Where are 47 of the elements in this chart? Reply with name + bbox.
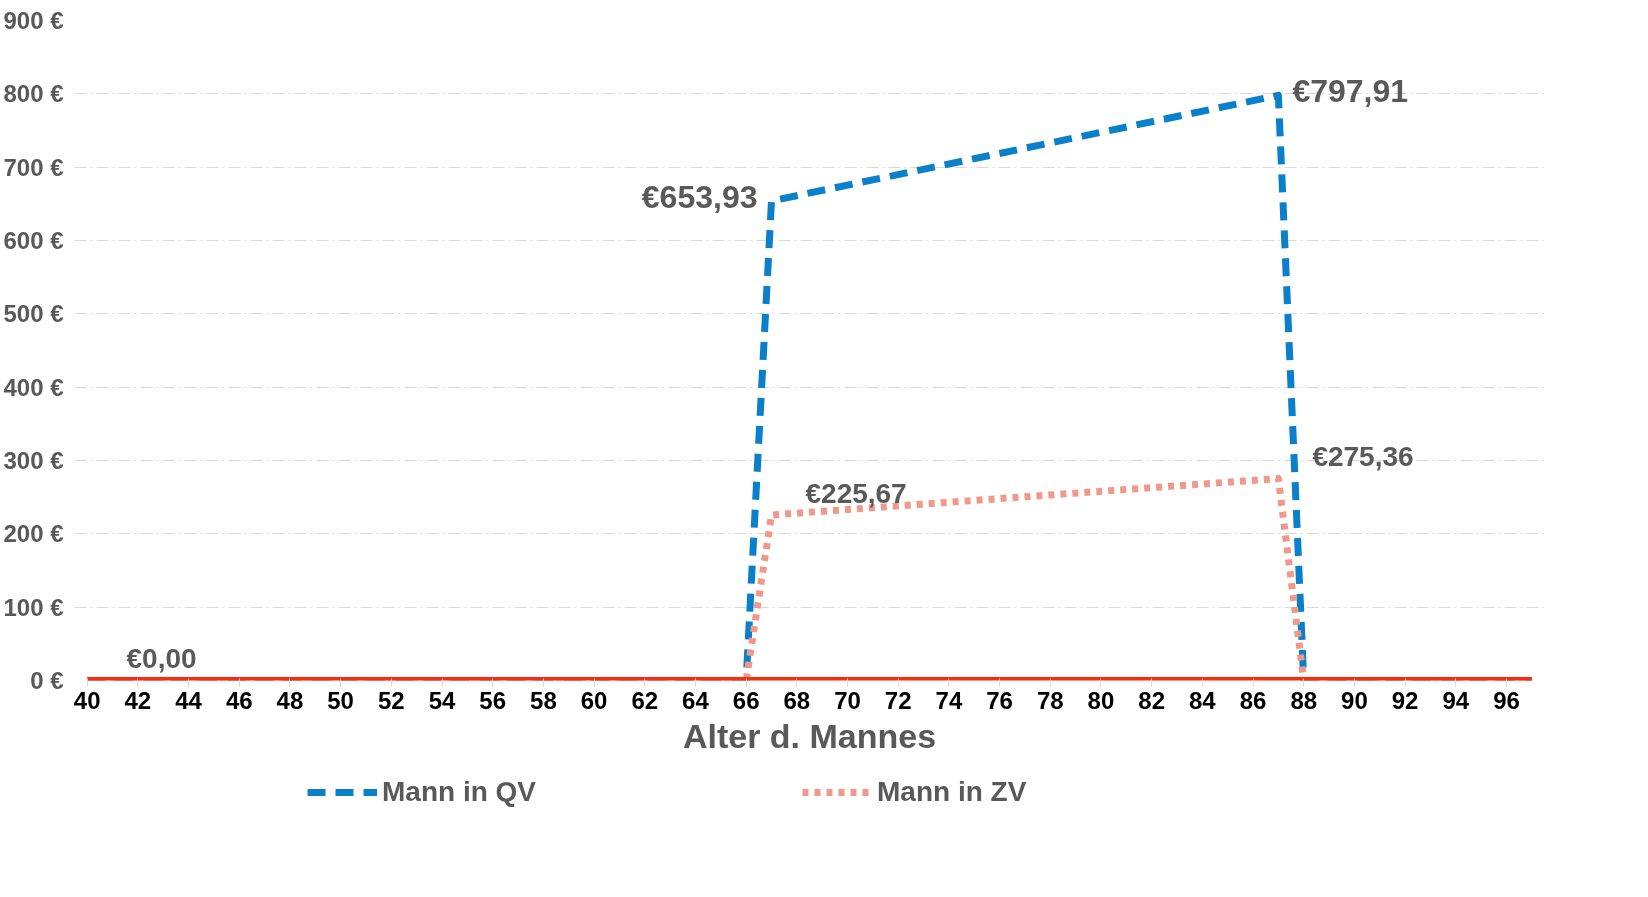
x-tick-label: 60 bbox=[580, 686, 608, 714]
x-tick-label: 46 bbox=[225, 686, 253, 714]
data-label: €225,67 bbox=[805, 477, 907, 509]
y-tick-label: 700 € bbox=[3, 153, 64, 181]
data-label: €653,93 bbox=[641, 178, 758, 215]
x-tick-label: 62 bbox=[631, 686, 659, 714]
y-tick-label: 100 € bbox=[3, 593, 64, 621]
x-tick-label: 68 bbox=[783, 686, 811, 714]
x-tick-label: 78 bbox=[1036, 686, 1064, 714]
x-tick-label: 58 bbox=[530, 686, 557, 714]
x-tick-label: 96 bbox=[1493, 686, 1520, 714]
x-tick-label: 64 bbox=[682, 686, 710, 714]
x-tick-label: 48 bbox=[276, 686, 304, 714]
y-tick-label: 600 € bbox=[3, 227, 64, 254]
x-tick-label: 76 bbox=[986, 686, 1013, 714]
x-tick-label: 56 bbox=[479, 686, 507, 714]
data-label: €797,91 bbox=[1292, 73, 1409, 110]
x-tick-label: 90 bbox=[1341, 686, 1368, 714]
y-tick-label: 300 € bbox=[3, 447, 64, 474]
x-tick-label: 50 bbox=[327, 686, 354, 714]
legend-label: Mann in ZV bbox=[877, 776, 1028, 808]
x-tick-label: 54 bbox=[428, 686, 456, 714]
y-tick-label: 200 € bbox=[3, 520, 64, 548]
y-tick-label: 900 € bbox=[3, 7, 64, 34]
x-tick-label: 74 bbox=[935, 686, 963, 714]
x-tick-label: 52 bbox=[377, 686, 405, 714]
x-tick-label: 92 bbox=[1391, 686, 1419, 714]
x-tick-label: 82 bbox=[1138, 686, 1166, 714]
x-tick-label: 94 bbox=[1442, 686, 1470, 714]
x-tick-label: 88 bbox=[1290, 686, 1318, 714]
x-tick-label: 70 bbox=[834, 686, 861, 714]
x-tick-label: 42 bbox=[124, 686, 152, 714]
data-label: €0,00 bbox=[126, 643, 197, 674]
x-axis-title: Alter d. Mannes bbox=[682, 716, 937, 755]
y-tick-label: 800 € bbox=[3, 80, 64, 108]
x-tick-label: 72 bbox=[884, 686, 912, 714]
x-tick-label: 86 bbox=[1239, 686, 1267, 714]
legend-label: Mann in QV bbox=[382, 776, 537, 808]
data-label: €275,36 bbox=[1312, 441, 1414, 473]
y-tick-label: 400 € bbox=[3, 373, 64, 401]
y-tick-label: 500 € bbox=[3, 300, 64, 328]
x-tick-label: 84 bbox=[1189, 686, 1217, 714]
x-tick-label: 44 bbox=[175, 686, 203, 714]
y-tick-label: 0 € bbox=[30, 667, 64, 694]
x-tick-label: 66 bbox=[732, 686, 760, 714]
x-tick-label: 40 bbox=[73, 686, 101, 714]
x-tick-label: 80 bbox=[1087, 686, 1115, 714]
